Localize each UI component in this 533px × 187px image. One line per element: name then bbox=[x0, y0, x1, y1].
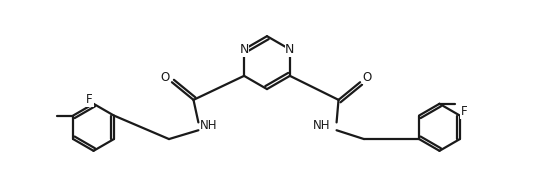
Text: N: N bbox=[285, 43, 295, 56]
Text: O: O bbox=[362, 71, 372, 84]
Text: F: F bbox=[86, 93, 93, 106]
Text: NH: NH bbox=[313, 119, 330, 132]
Text: NH: NH bbox=[200, 119, 218, 132]
Text: O: O bbox=[160, 71, 169, 84]
Text: N: N bbox=[239, 43, 249, 56]
Text: F: F bbox=[461, 105, 467, 118]
